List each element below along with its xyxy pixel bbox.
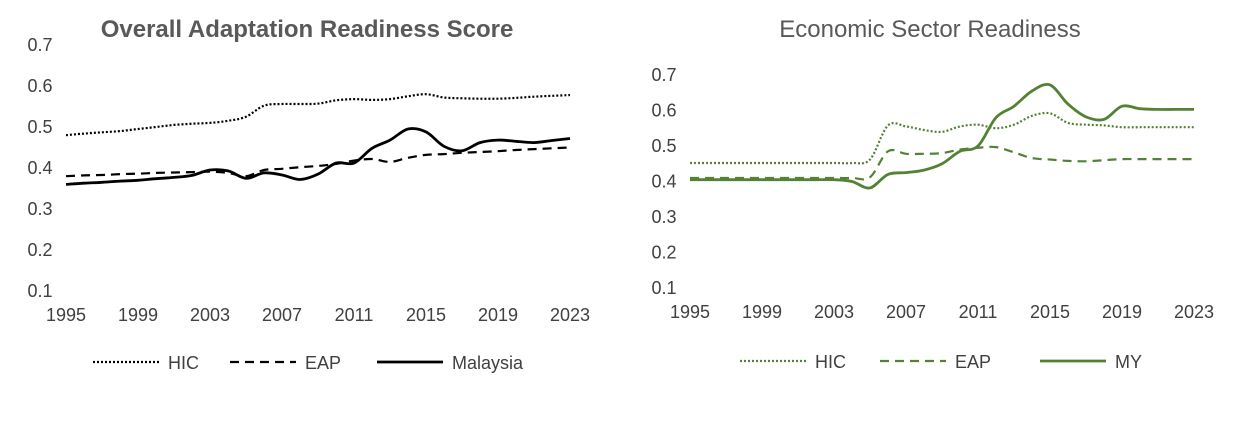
x-tick-label: 2011: [959, 302, 998, 322]
legend: HIC EAP MY: [740, 352, 1142, 372]
x-tick-label: 2023: [1174, 302, 1214, 322]
x-tick-label: 2019: [478, 305, 518, 325]
chart-title: Economic Sector Readiness: [779, 16, 1080, 43]
x-tick-label: 2019: [1102, 302, 1142, 322]
y-tick-label: 0.7: [651, 65, 676, 85]
series-line-eap: [690, 145, 1194, 181]
x-tick-label: 1999: [742, 302, 782, 322]
y-tick-label: 0.2: [651, 243, 676, 263]
chart-overall-adaptation: Overall Adaptation Readiness Score 0.10.…: [27, 16, 590, 373]
series-line-my: [690, 83, 1194, 190]
x-tick-label: 1999: [118, 305, 158, 325]
x-tick-label: 2011: [335, 305, 374, 325]
y-tick-labels: 0.1 0.2 0.3 0.4 0.5 0.6 0.7: [27, 35, 52, 301]
legend: HIC EAP Malaysia: [93, 353, 524, 373]
x-tick-label: 2015: [406, 305, 446, 325]
series-lines: [690, 83, 1194, 190]
y-tick-labels: 0.1 0.2 0.3 0.4 0.5 0.6 0.7: [651, 65, 676, 298]
x-tick-label: 2015: [1030, 302, 1070, 322]
chart-title: Overall Adaptation Readiness Score: [101, 16, 514, 43]
series-line-hic: [690, 111, 1194, 165]
legend-label: HIC: [815, 352, 846, 372]
y-tick-label: 0.2: [27, 240, 52, 260]
series-line-hic: [65, 93, 571, 137]
series-line-malaysia: [65, 127, 571, 186]
x-tick-label: 2007: [262, 305, 302, 325]
y-tick-label: 0.1: [27, 281, 52, 301]
series-lines: [65, 93, 571, 186]
x-tick-labels: 1995 1999 2003 2007 2011 2015 2019 2023: [670, 302, 1214, 322]
legend-label: MY: [1115, 352, 1142, 372]
y-tick-label: 0.3: [27, 199, 52, 219]
legend-label: Malaysia: [452, 353, 524, 373]
y-tick-label: 0.5: [651, 136, 676, 156]
chart-economic-sector: Economic Sector Readiness 0.10.20.30.40.…: [651, 16, 1214, 372]
legend-label: EAP: [955, 352, 991, 372]
y-tick-label: 0.4: [27, 158, 52, 178]
x-tick-label: 1995: [46, 305, 86, 325]
legend-label: HIC: [168, 353, 199, 373]
y-tick-label: 0.7: [27, 35, 52, 55]
x-tick-label: 2023: [550, 305, 590, 325]
x-tick-labels: 1995 1999 2003 2007 2011 2015 2019 2023: [46, 305, 590, 325]
y-tick-label: 0.5: [27, 117, 52, 137]
x-tick-label: 2007: [886, 302, 926, 322]
x-tick-label: 1995: [670, 302, 710, 322]
y-tick-label: 0.6: [27, 76, 52, 96]
x-tick-label: 2003: [190, 305, 230, 325]
x-tick-label: 2003: [814, 302, 854, 322]
legend-label: EAP: [305, 353, 341, 373]
y-tick-label: 0.4: [651, 172, 676, 192]
y-tick-label: 0.3: [651, 207, 676, 227]
series-line-eap: [65, 146, 571, 178]
y-tick-label: 0.6: [651, 101, 676, 121]
y-tick-label: 0.1: [651, 278, 676, 298]
